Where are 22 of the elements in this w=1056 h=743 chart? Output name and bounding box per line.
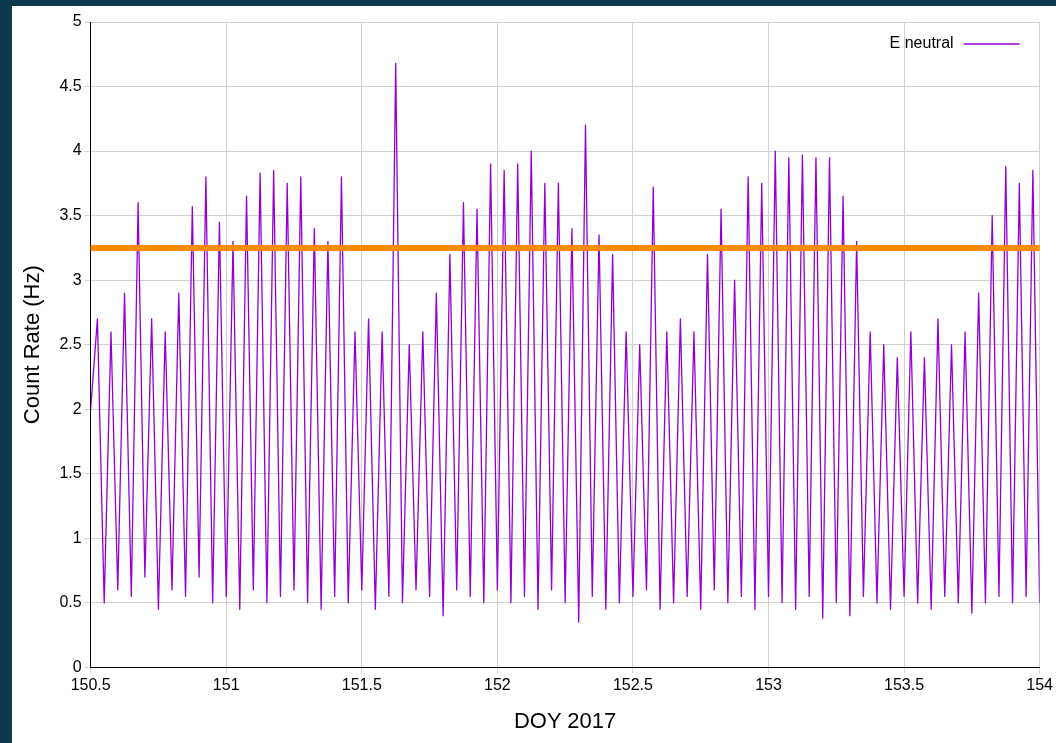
legend-label: E neutral xyxy=(889,34,954,52)
x-tick-label: 152.5 xyxy=(612,676,654,694)
x-tick-label: 154 xyxy=(1026,676,1054,694)
y-tick-label: 4 xyxy=(72,141,82,159)
y-axis-title: Count Rate (Hz) xyxy=(19,265,45,425)
x-tick-label: 151 xyxy=(212,676,240,694)
y-tick-label: 3 xyxy=(72,270,82,288)
x-tick-label: 151.5 xyxy=(341,676,382,694)
y-tick-label: 4.5 xyxy=(59,76,82,94)
y-tick-label: 0 xyxy=(72,657,82,675)
y-tick-label: 0.5 xyxy=(59,593,82,611)
x-tick-label: 153 xyxy=(755,676,782,694)
y-tick-label: 2.5 xyxy=(59,335,82,353)
x-tick-label: 153.5 xyxy=(884,676,925,694)
x-axis-title: DOY 2017 xyxy=(513,707,617,733)
y-tick-label: 5 xyxy=(72,12,82,30)
x-tick-label: 150.5 xyxy=(70,676,111,694)
y-tick-label: 3.5 xyxy=(59,206,82,224)
y-tick-label: 1 xyxy=(72,528,82,546)
y-tick-label: 2 xyxy=(72,399,82,417)
x-tick-label: 152 xyxy=(484,676,511,694)
y-tick-label: 1.5 xyxy=(59,464,82,482)
